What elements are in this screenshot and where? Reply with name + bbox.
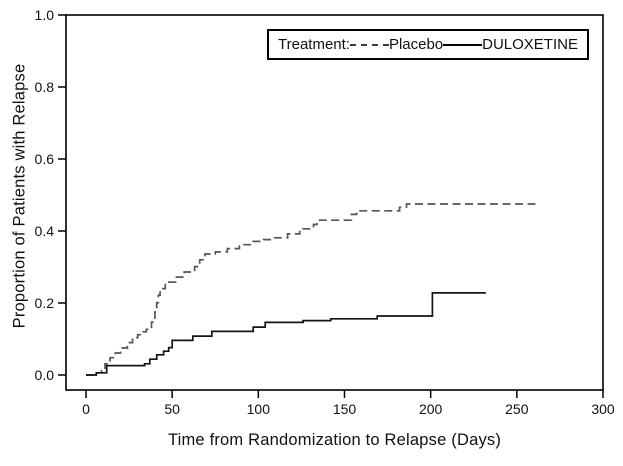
x-tick-label: 150 bbox=[332, 401, 357, 417]
legend-label-placebo: Placebo bbox=[388, 36, 444, 53]
y-tick-label: 0.2 bbox=[34, 295, 54, 311]
y-tick-label: 0.0 bbox=[34, 367, 54, 383]
legend-label-duloxetine: DULOXETINE bbox=[482, 36, 578, 53]
y-axis-title: Proportion of Patients with Relapse bbox=[10, 63, 29, 329]
placebo-dashed-line-icon bbox=[349, 43, 389, 46]
plot-frame bbox=[65, 14, 604, 391]
duloxetine-curve bbox=[86, 292, 486, 376]
legend: Treatment: Placebo DULOXETINE bbox=[267, 29, 589, 60]
x-tick-label: 200 bbox=[418, 401, 443, 417]
placebo-curve bbox=[86, 203, 538, 376]
y-tick-label: 0.4 bbox=[34, 223, 54, 239]
x-axis-title: Time from Randomization to Relapse (Days… bbox=[167, 431, 502, 449]
y-tick-label: 0.8 bbox=[34, 79, 54, 95]
x-tick-label: 300 bbox=[591, 401, 615, 417]
duloxetine-solid-line-icon bbox=[443, 43, 483, 46]
x-tick-label: 250 bbox=[505, 401, 529, 417]
y-tick-label: 1.0 bbox=[34, 7, 54, 23]
x-tick-label: 50 bbox=[164, 401, 180, 417]
x-tick-label: 0 bbox=[82, 401, 90, 417]
legend-title: Treatment: bbox=[278, 36, 350, 53]
y-tick-label: 0.6 bbox=[34, 151, 54, 167]
x-tick-label: 100 bbox=[246, 401, 270, 417]
